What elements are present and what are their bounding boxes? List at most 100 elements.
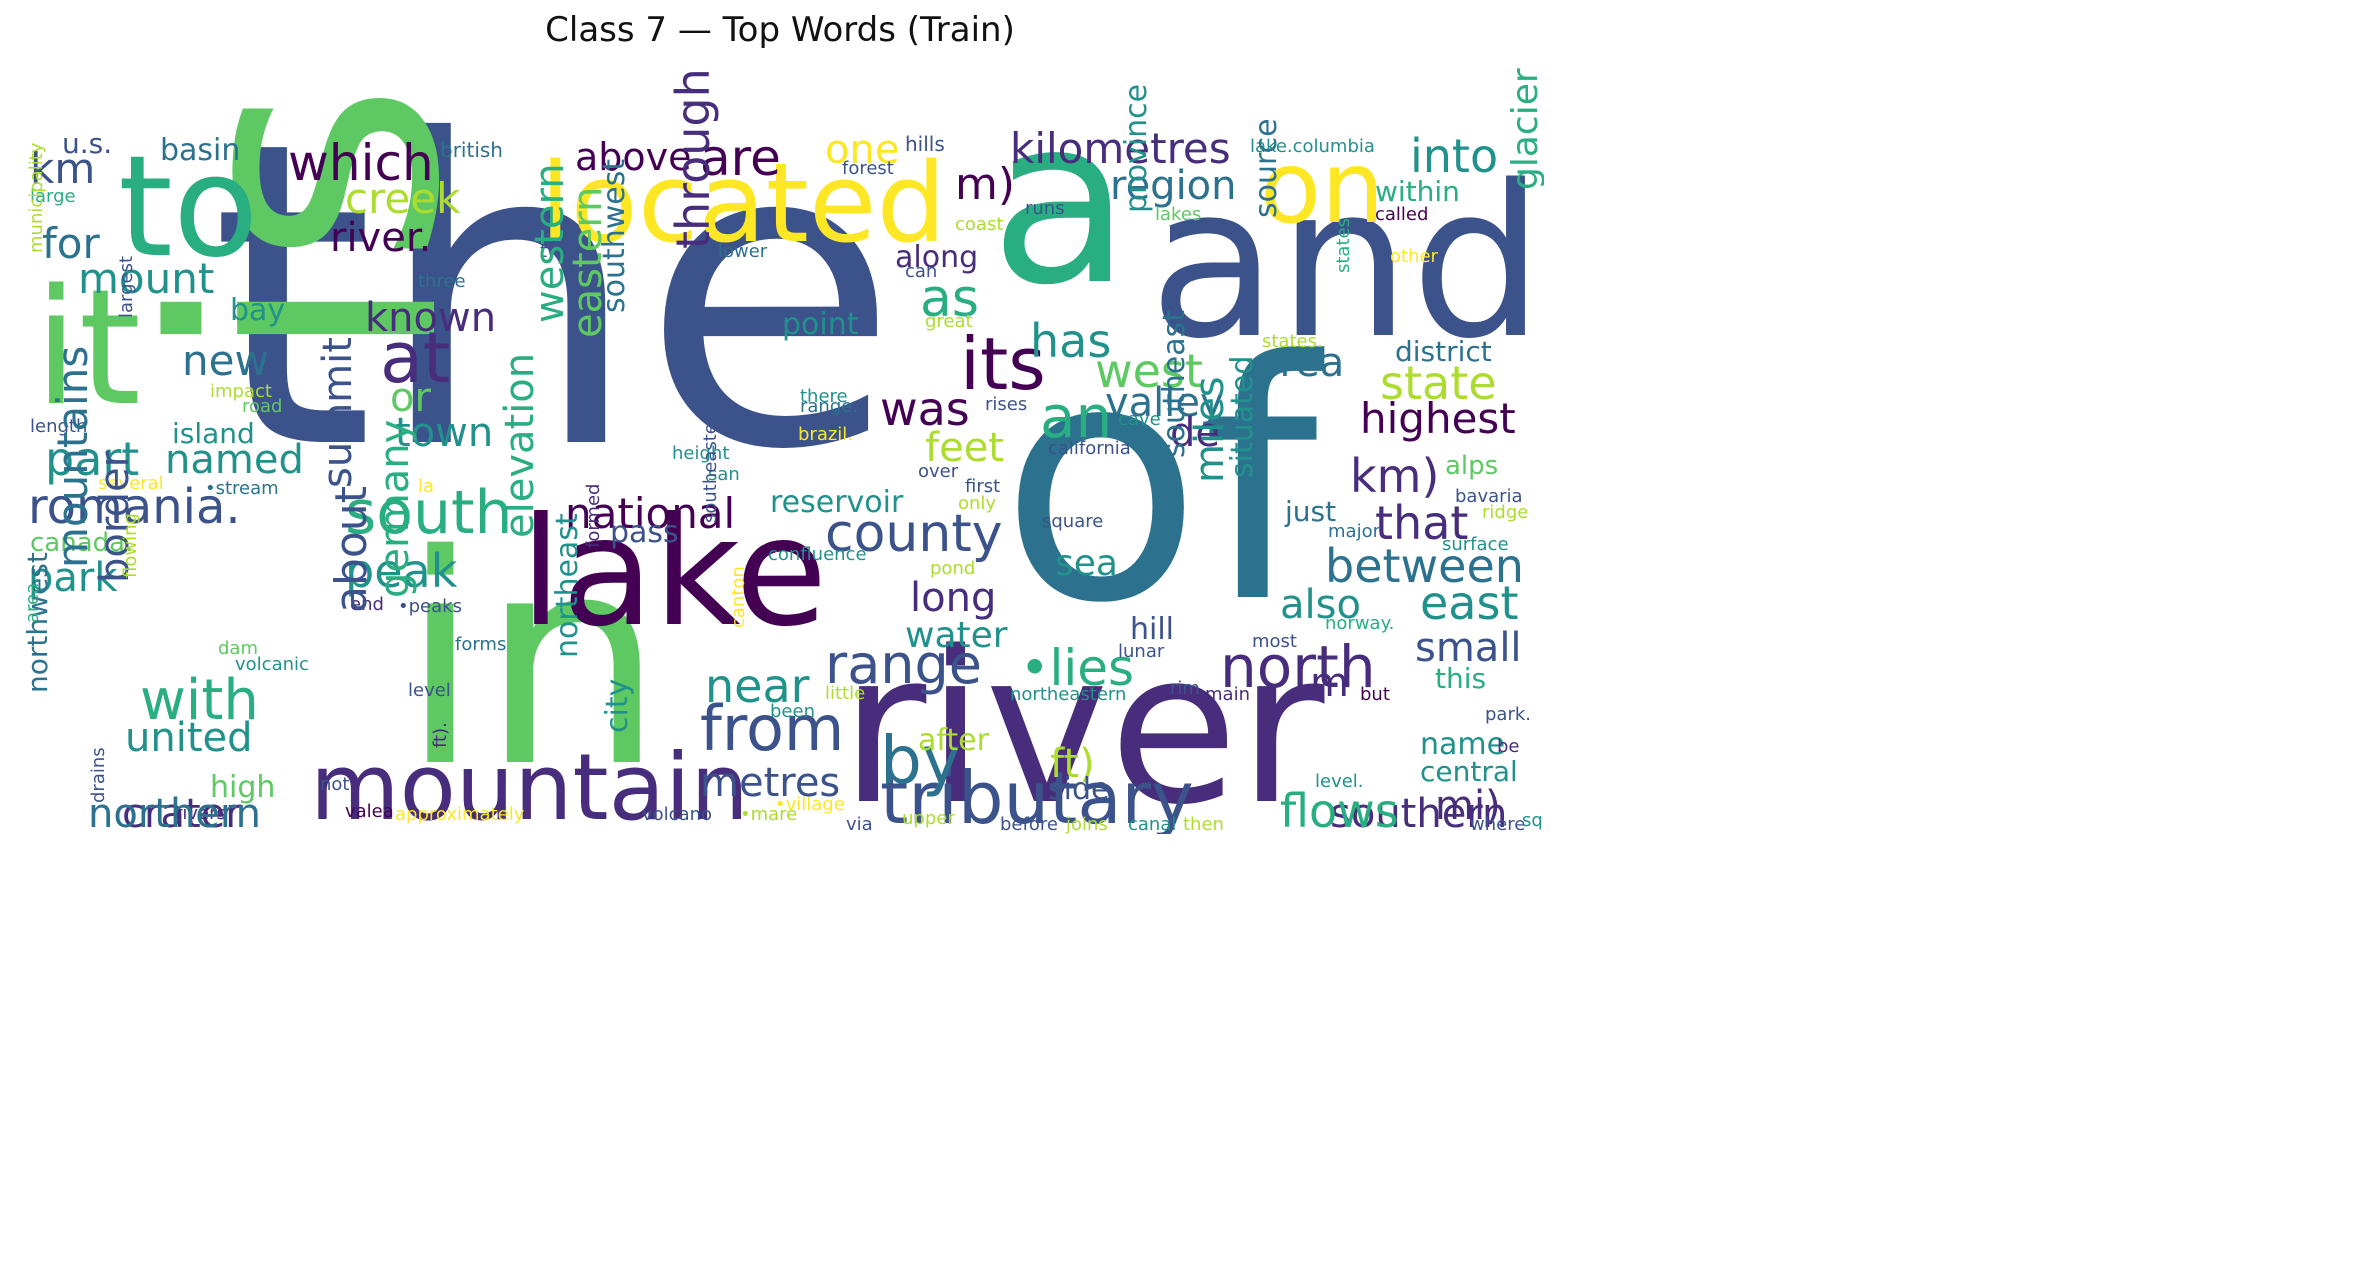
- cloud-word: this: [1435, 662, 1487, 695]
- cloud-word: district: [1395, 335, 1492, 368]
- cloud-word: coast: [955, 214, 1004, 235]
- cloud-word: volcano: [642, 804, 713, 825]
- cloud-word: long: [910, 575, 997, 621]
- cloud-word: cave: [1118, 409, 1161, 430]
- cloud-word: •lies: [1020, 639, 1135, 697]
- cloud-word: large: [30, 186, 76, 207]
- cloud-word: formed: [583, 483, 604, 548]
- cloud-word: highest: [1360, 394, 1516, 443]
- cloud-word: crater: [122, 791, 242, 834]
- cloud-word: elevation: [497, 352, 543, 538]
- cloud-word: range: [825, 633, 983, 696]
- cloud-word: through: [666, 68, 720, 249]
- cloud-word: are: [700, 129, 781, 187]
- cloud-word: feet: [925, 425, 1004, 471]
- cloud-word: road: [242, 396, 283, 417]
- cloud-word: california: [1048, 438, 1131, 459]
- cloud-word: bay: [230, 293, 286, 328]
- cloud-word: been: [770, 701, 815, 722]
- cloud-word: pond: [930, 558, 976, 579]
- cloud-word: there: [800, 386, 848, 407]
- cloud-word: just: [1285, 495, 1337, 528]
- cloud-word: ft).: [430, 722, 451, 748]
- cloud-word: level.: [1315, 771, 1364, 792]
- cloud-word: runs: [1025, 198, 1065, 219]
- cloud-word: was: [880, 382, 970, 436]
- cloud-word: small: [1415, 625, 1522, 671]
- cloud-word: approximately: [395, 804, 525, 825]
- cloud-word: miles: [1187, 376, 1233, 483]
- cloud-word: western: [527, 163, 573, 323]
- cloud-word: between: [1325, 539, 1524, 593]
- cloud-word: mountains: [48, 345, 97, 568]
- cloud-word: other: [1390, 246, 1438, 267]
- cloud-word: mountain: [310, 734, 749, 834]
- cloud-word: end: [350, 594, 384, 615]
- cloud-word: ridge: [1482, 502, 1529, 523]
- cloud-word: •peaks: [398, 596, 462, 617]
- cloud-word: new: [182, 336, 269, 385]
- cloud-word: norway.: [1325, 613, 1395, 634]
- cloud-word: volcanic: [235, 654, 309, 675]
- cloud-word: water: [905, 615, 1008, 656]
- cloud-word: known: [365, 295, 497, 341]
- cloud-word: point: [782, 307, 859, 342]
- cloud-word: or: [390, 375, 431, 421]
- cloud-word: flows: [1280, 784, 1399, 834]
- cloud-word: tributary: [880, 756, 1194, 834]
- cloud-word: romania.: [28, 479, 241, 535]
- cloud-word: the: [210, 68, 900, 542]
- cloud-word: state: [1380, 356, 1497, 410]
- cloud-word: metres: [700, 760, 841, 806]
- cloud-word: south: [345, 478, 513, 548]
- cloud-word: la: [418, 476, 435, 497]
- cloud-word: canal: [1128, 814, 1177, 834]
- cloud-word: high: [210, 770, 276, 805]
- cloud-word: little: [825, 683, 866, 704]
- cloud-word: forms: [455, 634, 507, 655]
- cloud-word: part: [45, 432, 140, 486]
- cloud-word: rim: [1170, 678, 1200, 699]
- cloud-word: but: [1360, 684, 1390, 705]
- cloud-word: upper: [902, 808, 955, 829]
- cloud-word: mount: [78, 254, 215, 303]
- cloud-word: valea: [345, 801, 394, 822]
- cloud-word: valley: [1105, 380, 1224, 426]
- cloud-word: km: [30, 144, 96, 193]
- cloud-word: above: [575, 135, 692, 179]
- cloud-word: brazil.: [798, 424, 854, 445]
- cloud-word: on: [1260, 129, 1385, 246]
- cloud-word: via: [846, 814, 873, 834]
- cloud-word: one: [825, 127, 900, 173]
- cloud-word: a: [990, 69, 1131, 336]
- cloud-word: sq: [1522, 810, 1543, 831]
- cloud-word: before: [1000, 814, 1058, 834]
- cloud-word: named: [165, 437, 304, 483]
- cloud-word: states: [1333, 218, 1354, 273]
- cloud-word: rises: [985, 394, 1028, 415]
- cloud-word: park.: [1485, 704, 1532, 725]
- cloud-word: largest: [116, 255, 137, 318]
- cloud-word: by: [880, 722, 961, 799]
- cloud-word: pass: [610, 515, 679, 550]
- cloud-word: and: [1148, 140, 1544, 385]
- cloud-word: river: [840, 606, 1325, 834]
- cloud-word: canton: [728, 566, 749, 628]
- cloud-word: basin: [160, 133, 241, 168]
- cloud-word: forest: [842, 158, 894, 179]
- cloud-word: germany: [372, 419, 418, 598]
- cloud-word: over: [918, 461, 959, 482]
- cloud-word: northeast: [550, 513, 585, 658]
- cloud-word: southern: [1330, 791, 1508, 834]
- cloud-word: de: [1170, 410, 1220, 456]
- cloud-word: after: [918, 723, 989, 758]
- cloud-word: peak: [345, 544, 458, 598]
- cloud-word: summit: [315, 337, 361, 488]
- cloud-word: main: [1205, 684, 1250, 705]
- cloud-word: north: [1220, 633, 1376, 701]
- cloud-word: surface: [1442, 534, 1509, 555]
- cloud-word: park: [28, 555, 118, 601]
- cloud-word: great: [925, 311, 973, 332]
- cloud-word: alps: [1445, 451, 1499, 481]
- cloud-word: river.: [330, 215, 432, 261]
